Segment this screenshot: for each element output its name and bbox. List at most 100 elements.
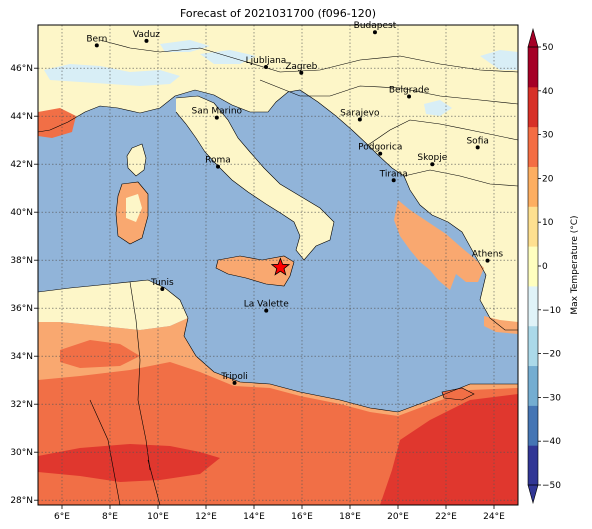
longitude-ticks: 6°E 8°E 10°E 12°E 14°E 16°E 18°E 20°E 22°E 24°E	[54, 505, 505, 522]
country-borders	[38, 39, 518, 505]
lon-tick-label: 22°E	[435, 512, 457, 522]
colorbar	[527, 27, 539, 505]
location-star-marker	[270, 257, 291, 276]
colorbar-tick-label: −20	[542, 350, 561, 360]
colorbar-tick-label: 10	[542, 218, 554, 228]
lat-tick-label: 30°N	[10, 448, 33, 458]
star-icon	[270, 257, 291, 276]
city-label: Bern	[86, 34, 107, 44]
lon-tick-label: 10°E	[147, 512, 169, 522]
lat-tick-label: 44°N	[10, 112, 33, 122]
lat-tick-label: 28°N	[10, 496, 33, 506]
lon-tick-label: 6°E	[54, 512, 70, 522]
land-corsica	[127, 144, 146, 176]
land-italy	[176, 96, 334, 260]
land-greece	[394, 200, 484, 290]
city-dot	[475, 145, 480, 150]
city-dot	[160, 287, 165, 291]
lon-tick-label: 16°E	[291, 512, 313, 522]
land-africa-band5	[38, 444, 220, 482]
colorbar-tick-label: 20	[542, 174, 554, 184]
lon-tick-label: 20°E	[387, 512, 409, 522]
city-label: Sofia	[466, 136, 488, 146]
colorbar-tick-label: 30	[542, 131, 554, 141]
city-dot	[264, 308, 269, 313]
land-sicily	[216, 256, 294, 286]
city-dot	[430, 162, 435, 167]
land-crete	[442, 388, 474, 400]
city-label: Tripoli	[220, 372, 248, 382]
city-label: Belgrade	[389, 86, 430, 96]
city-label: Podgorica	[358, 143, 402, 153]
lon-tick-label: 12°E	[195, 512, 217, 522]
city-label: Budapest	[354, 21, 397, 31]
land-africa-band1	[38, 280, 188, 330]
colorbar-segment	[528, 365, 538, 406]
lat-tick-label: 42°N	[10, 160, 33, 170]
city-label: Skopje	[417, 153, 447, 163]
lon-tick-label: 14°E	[243, 512, 265, 522]
colorbar-segment	[528, 206, 538, 247]
latitude-ticks: 28°N 30°N 32°N 34°N 36°N 38°N 40°N 42°N 44°N 46°N	[10, 64, 38, 506]
colorbar-segment	[528, 47, 538, 88]
lat-tick-label: 40°N	[10, 208, 33, 218]
city-dot	[94, 43, 99, 48]
city-label: Ljubljana	[246, 56, 287, 66]
city-dot	[407, 94, 412, 99]
city-label: Roma	[205, 156, 231, 166]
colorbar-segment	[528, 325, 538, 367]
colorbar-tick-label: −40	[542, 437, 561, 447]
city-dot	[264, 65, 268, 69]
colorbar-segment	[528, 86, 538, 128]
colorbar-segment	[528, 166, 538, 207]
colorbar-tick-label: 0	[542, 262, 548, 272]
land-europe	[38, 25, 518, 330]
colorbar-segment	[528, 285, 538, 327]
city-dot	[299, 70, 304, 75]
city-dot	[144, 38, 149, 43]
lon-tick-label: 24°E	[483, 512, 505, 522]
colorbar-segment	[528, 405, 538, 446]
lat-tick-label: 46°N	[10, 64, 33, 74]
city-dot	[372, 30, 377, 35]
city-label: Sarajevo	[340, 109, 380, 119]
land-cold-north	[160, 40, 210, 52]
lon-tick-label: 8°E	[102, 512, 118, 522]
land-africa-band4	[380, 394, 518, 505]
lat-tick-label: 38°N	[10, 256, 33, 266]
colorbar-segment	[528, 246, 538, 287]
city-dot	[357, 117, 362, 122]
city-label: Vaduz	[133, 30, 160, 40]
city-label: Tunis	[150, 278, 174, 288]
city-label: San Marino	[192, 107, 243, 117]
map-frame	[37, 24, 519, 506]
city-dot	[214, 115, 219, 120]
lat-tick-label: 36°N	[10, 304, 33, 314]
land-africa-warm-strip	[60, 340, 140, 368]
colorbar-label: Max Temperature (°C)	[570, 215, 580, 314]
lat-tick-label: 34°N	[10, 352, 33, 362]
colorbar-ticks: 50 40 30 20 10 0 −10 −20 −30 −40 −50	[538, 43, 561, 491]
city-label: Zagreb	[285, 62, 317, 72]
colorbar-segment	[528, 126, 538, 167]
colorbar-tick-label: −50	[542, 481, 561, 491]
colorbar-segment	[528, 445, 538, 486]
city-dot	[216, 164, 220, 169]
land-turkey-coast	[484, 316, 518, 334]
colorbar-tick-label: −30	[542, 393, 561, 403]
city-label: Athens	[472, 250, 503, 260]
land-alps-cold	[44, 64, 180, 86]
city-dot	[485, 258, 490, 263]
city-label: Tirana	[379, 169, 408, 179]
lat-tick-label: 32°N	[10, 400, 33, 410]
land-sardinia-inner	[126, 194, 142, 222]
colorbar-tick-label: 50	[542, 43, 554, 53]
colorbar-tick-label: 40	[542, 87, 554, 97]
land-balkan-cold	[424, 100, 452, 116]
land-carpathian-cold	[480, 50, 518, 70]
colorbar-min-extension	[527, 484, 539, 505]
colorbar-max-extension	[527, 27, 539, 48]
city-dot	[232, 380, 237, 385]
